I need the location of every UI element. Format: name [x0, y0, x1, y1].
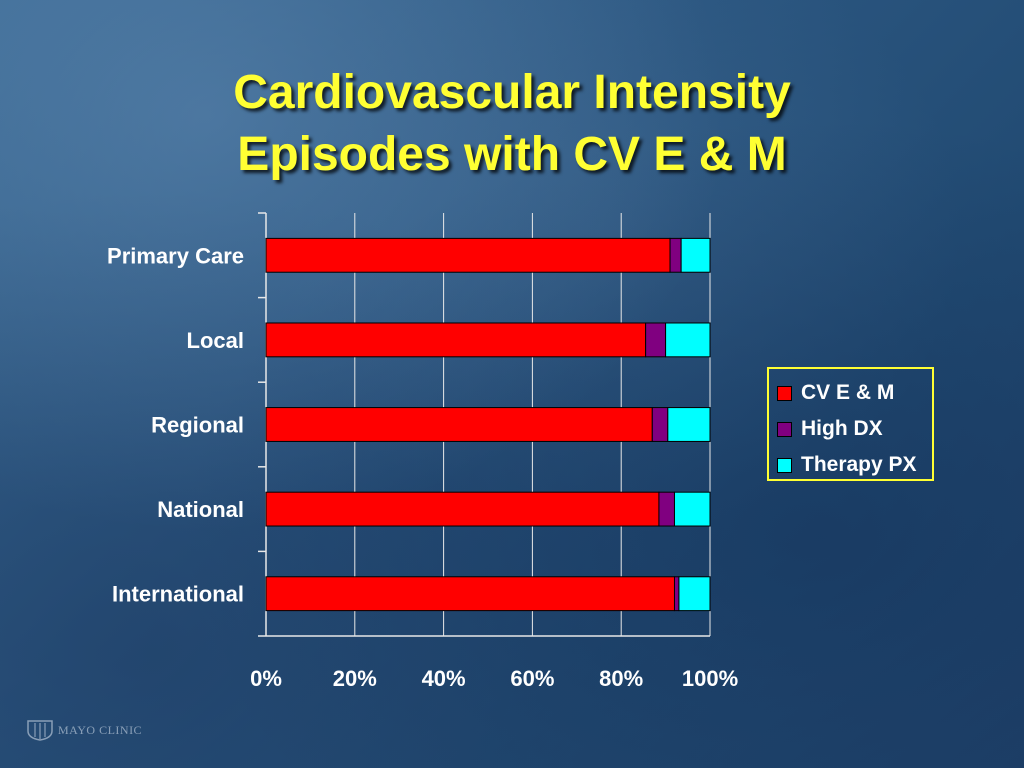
bar-segment: [673, 576, 680, 612]
chart-legend: CV E & M High DX Therapy PX: [767, 367, 934, 481]
bar-segment: [651, 407, 669, 442]
bar-segment: [658, 491, 675, 527]
title-line-2: Episodes with CV E & M: [237, 128, 787, 181]
x-tick-label: 20%: [333, 666, 377, 691]
mayo-clinic-logo: MAYO CLINIC: [26, 719, 142, 741]
y-tick-label: International: [112, 582, 244, 607]
y-tick-label: Local: [187, 328, 244, 353]
bar-segment: [673, 491, 711, 527]
x-tick-label: 0%: [250, 666, 282, 691]
bar-segment: [678, 576, 711, 612]
bar-segment: [665, 322, 711, 358]
legend-swatch-therapy-px: [777, 457, 792, 473]
bar-segment: [645, 322, 667, 358]
legend-item-high-dx: High DX: [777, 411, 932, 447]
logo-text: MAYO CLINIC: [58, 722, 143, 737]
mayo-shield-icon: [27, 720, 53, 741]
title-line-1: Cardiovascular Intensity: [233, 66, 791, 119]
y-tick-label: National: [157, 497, 244, 522]
y-tick-label: Primary Care: [107, 243, 244, 268]
legend-swatch-high-dx: [777, 421, 792, 437]
legend-label-therapy-px: Therapy PX: [801, 453, 917, 476]
bar-segment: [667, 407, 711, 442]
bar-segment: [265, 491, 660, 527]
y-tick-label: Regional: [151, 413, 244, 438]
legend-label-high-dx: High DX: [801, 417, 883, 440]
legend-swatch-cv-em: [777, 385, 792, 401]
x-tick-label: 40%: [422, 666, 466, 691]
legend-item-therapy-px: Therapy PX: [777, 447, 932, 483]
x-tick-label: 80%: [599, 666, 643, 691]
x-tick-label: 60%: [510, 666, 554, 691]
bar-segment: [265, 322, 647, 358]
bar-segment: [680, 237, 711, 273]
x-tick-label: 100%: [682, 666, 738, 691]
bar-segment: [265, 576, 675, 612]
bar-segment: [265, 237, 671, 273]
bar-segment: [265, 407, 653, 442]
slide-title: Cardiovascular Intensity Episodes with C…: [0, 62, 1024, 186]
bar-segment: [669, 237, 682, 273]
legend-label-cv-em: CV E & M: [801, 381, 895, 404]
legend-item-cv-em: CV E & M: [777, 375, 932, 411]
